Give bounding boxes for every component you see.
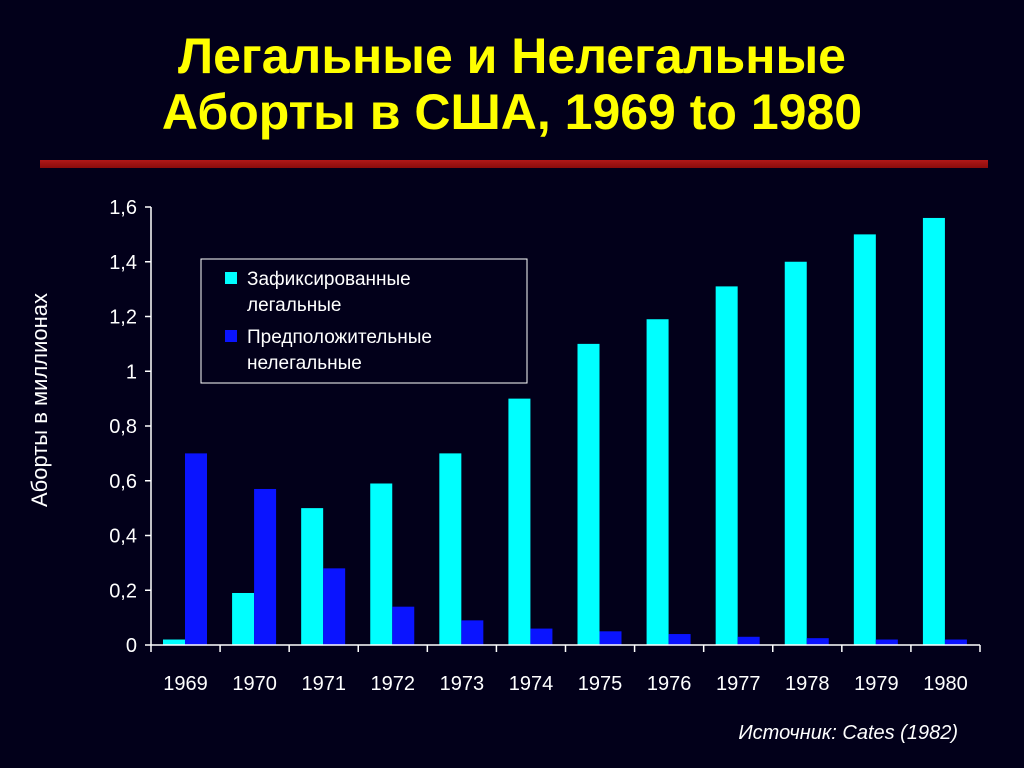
x-tick-label: 1969 xyxy=(163,673,208,695)
legend-label: легальные xyxy=(247,295,341,316)
bar-illegal xyxy=(323,568,346,645)
bar-illegal xyxy=(668,634,691,645)
y-tick-label: 0,4 xyxy=(109,526,137,548)
y-axis-title: Аборты в миллионах xyxy=(27,293,52,507)
y-tick-label: 1,6 xyxy=(109,197,137,219)
bar-illegal xyxy=(461,620,484,645)
bar-illegal xyxy=(875,639,898,645)
legend-swatch-illegal xyxy=(225,330,237,342)
y-tick-label: 0,8 xyxy=(109,416,137,438)
bar-illegal xyxy=(599,631,622,645)
title-divider xyxy=(40,160,988,168)
x-tick-label: 1979 xyxy=(854,673,899,695)
bar-legal xyxy=(163,639,185,645)
legend-box xyxy=(200,258,528,384)
bar-illegal xyxy=(737,636,760,645)
slide-title: Легальные и Нелегальные Аборты в США, 19… xyxy=(0,28,1024,140)
x-tick-label: 1980 xyxy=(923,673,968,695)
x-tick-label: 1971 xyxy=(301,673,346,695)
y-tick-label: 0,6 xyxy=(109,471,137,493)
y-tick-label: 1,2 xyxy=(109,307,137,329)
x-tick-label: 1975 xyxy=(578,673,623,695)
bar-illegal xyxy=(254,488,277,645)
bar-legal xyxy=(922,217,945,645)
x-tick-label: 1974 xyxy=(509,673,554,695)
bar-legal xyxy=(232,592,255,645)
legend-swatch-legal xyxy=(225,272,237,284)
bar-legal xyxy=(715,286,738,645)
x-tick-label: 1970 xyxy=(232,673,277,695)
bar-legal xyxy=(370,483,393,645)
bar-legal xyxy=(439,453,462,645)
bar-legal xyxy=(577,343,600,645)
bar-illegal xyxy=(185,453,207,645)
x-tick-label: 1976 xyxy=(647,673,692,695)
bar-legal xyxy=(646,319,669,645)
bar-legal xyxy=(853,234,876,645)
y-tick-label: 0,2 xyxy=(109,580,137,602)
bar-legal xyxy=(301,508,324,645)
legend-label: нелегальные xyxy=(247,353,362,374)
slide-title-line-2: Аборты в США, 1969 to 1980 xyxy=(161,84,863,140)
source-note: Источник: Cates (1982) xyxy=(738,722,958,744)
bar-illegal xyxy=(530,628,553,645)
x-tick-label: 1978 xyxy=(785,673,830,695)
y-tick-label: 1 xyxy=(126,361,137,383)
x-tick-label: 1972 xyxy=(371,673,416,695)
slide-title-line-1: Легальные и Нелегальные xyxy=(178,28,846,84)
bar-legal xyxy=(508,398,531,645)
bar-legal xyxy=(784,261,807,645)
x-tick-label: 1977 xyxy=(716,673,761,695)
bar-illegal xyxy=(944,639,967,645)
legend-label: Зафиксированные xyxy=(247,269,411,290)
x-tick-label: 1973 xyxy=(440,673,485,695)
y-tick-label: 1,4 xyxy=(109,252,137,274)
bar-illegal xyxy=(392,606,415,645)
y-tick-label: 0 xyxy=(126,635,137,657)
bar-illegal xyxy=(806,638,829,645)
legend-label: Предположительные xyxy=(247,327,432,348)
